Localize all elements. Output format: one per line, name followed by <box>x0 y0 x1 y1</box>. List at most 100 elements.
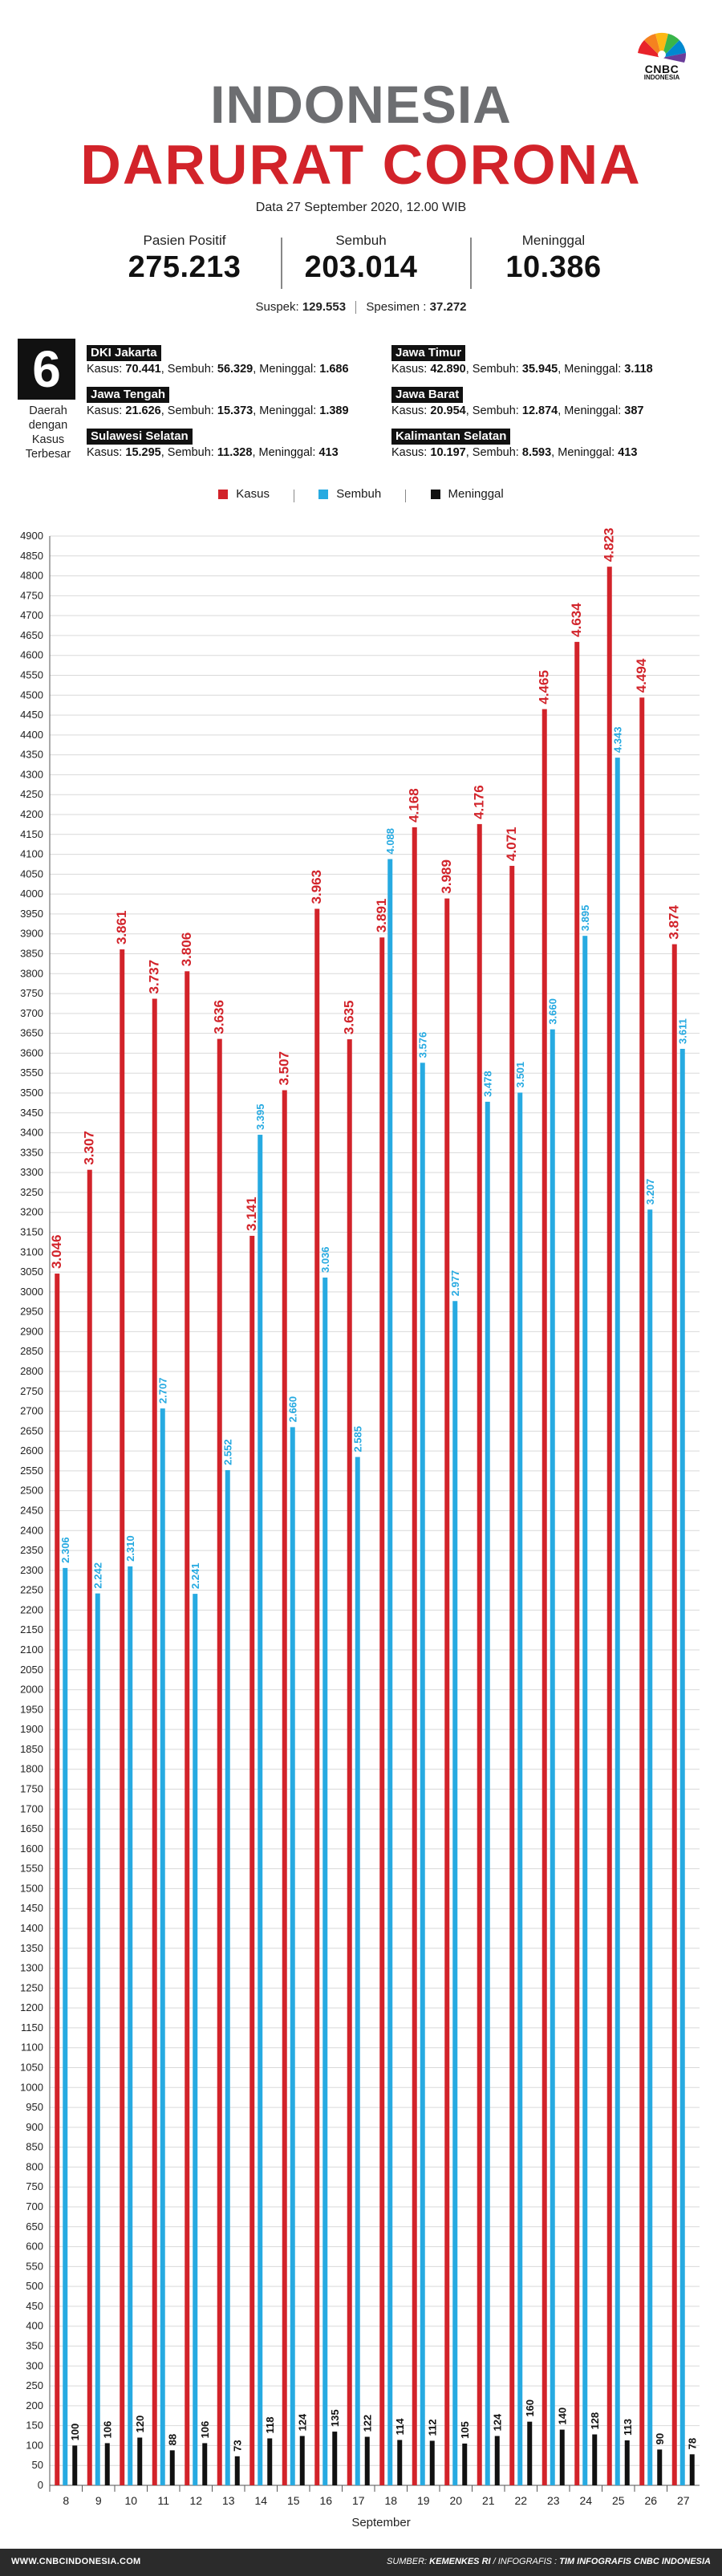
y-tick-label: 2450 <box>20 1505 43 1517</box>
y-tick-label: 1950 <box>20 1703 43 1715</box>
region-stats: Kasus: 70.441, Sembuh: 56.329, Meninggal… <box>87 363 349 376</box>
data-label: 73 <box>232 2440 244 2451</box>
data-label: 3.861 <box>114 911 129 945</box>
footer-credit: SUMBER: KEMENKES RI / INFOGRAFIS : TIM I… <box>386 2557 711 2566</box>
stat-label: Pasien Positif <box>143 233 226 248</box>
legend-swatch <box>318 489 329 499</box>
data-label: 90 <box>654 2433 666 2444</box>
data-label: 3.611 <box>677 1018 689 1044</box>
data-label: 3.576 <box>417 1032 429 1058</box>
y-tick-label: 3800 <box>20 967 43 979</box>
region-stats: Kasus: 42.890, Sembuh: 35.945, Meninggal… <box>391 363 653 376</box>
x-tick-label: 20 <box>449 2494 462 2507</box>
y-tick-label: 950 <box>26 2101 43 2113</box>
data-label: 122 <box>362 2415 374 2432</box>
bar-kasus <box>444 898 450 2485</box>
bar-meninggal <box>527 2421 533 2485</box>
divider <box>470 238 472 289</box>
bar-kasus <box>55 1274 60 2485</box>
y-tick-label: 250 <box>26 2379 43 2391</box>
stat-positif: Pasien Positif 275.213 <box>80 233 289 285</box>
legend-item-kasus: Kasus <box>218 487 270 501</box>
specimen-value: 37.272 <box>429 300 467 314</box>
data-label: 3.891 <box>374 899 389 933</box>
x-tick-label: 27 <box>677 2494 690 2507</box>
y-tick-label: 4350 <box>20 749 43 761</box>
y-tick-label: 2400 <box>20 1524 43 1536</box>
y-tick-label: 4000 <box>20 888 43 900</box>
data-label: 3.141 <box>244 1197 259 1231</box>
bar-meninggal <box>202 2443 208 2485</box>
y-tick-label: 1500 <box>20 1882 43 1894</box>
data-label: 140 <box>557 2407 569 2425</box>
data-label: 106 <box>102 2421 114 2439</box>
region-item: Jawa Timur Kasus: 42.890, Sembuh: 35.945… <box>391 345 696 377</box>
y-tick-label: 2000 <box>20 1684 43 1696</box>
data-label: 2.552 <box>222 1439 234 1465</box>
y-tick-label: 750 <box>26 2180 43 2192</box>
y-tick-label: 4800 <box>20 570 43 582</box>
y-tick-label: 4250 <box>20 788 43 800</box>
y-tick-label: 3700 <box>20 1007 43 1019</box>
divider <box>405 489 407 502</box>
y-tick-label: 650 <box>26 2220 43 2233</box>
bar-meninggal <box>364 2436 370 2485</box>
y-tick-label: 4650 <box>20 629 43 641</box>
region-name: Jawa Tengah <box>87 387 170 403</box>
bar-sembuh <box>160 1408 165 2485</box>
y-tick-label: 4200 <box>20 808 43 820</box>
data-label: 3.635 <box>342 1001 357 1035</box>
y-tick-label: 2500 <box>20 1485 43 1497</box>
y-tick-label: 2850 <box>20 1345 43 1357</box>
bar-kasus <box>412 827 417 2486</box>
bar-sembuh <box>387 859 393 2485</box>
y-tick-label: 1700 <box>20 1802 43 1814</box>
x-tick-label: 12 <box>189 2494 202 2507</box>
bar-sembuh <box>647 1209 653 2485</box>
data-label: 3.395 <box>254 1104 266 1131</box>
x-axis-label: September <box>351 2516 410 2529</box>
data-label: 124 <box>492 2413 504 2431</box>
y-tick-label: 3200 <box>20 1206 43 1218</box>
y-tick-label: 1150 <box>21 2021 43 2034</box>
region-item: DKI Jakarta Kasus: 70.441, Sembuh: 56.32… <box>87 345 391 377</box>
data-label: 114 <box>394 2418 406 2436</box>
data-label: 106 <box>199 2421 211 2439</box>
bar-sembuh <box>322 1278 328 2485</box>
y-tick-label: 1450 <box>20 1902 43 1914</box>
bar-meninggal <box>299 2436 305 2485</box>
bar-kasus <box>152 998 157 2485</box>
bar-meninggal <box>559 2429 565 2485</box>
y-tick-label: 100 <box>26 2439 43 2451</box>
y-tick-label: 200 <box>26 2399 43 2411</box>
y-tick-label: 4050 <box>20 867 43 880</box>
y-tick-label: 3500 <box>20 1087 43 1099</box>
bar-sembuh <box>258 1135 263 2485</box>
y-tick-label: 4700 <box>20 609 43 621</box>
y-tick-label: 4450 <box>20 709 43 721</box>
y-tick-label: 1400 <box>20 1922 43 1934</box>
data-label: 2.585 <box>352 1426 364 1453</box>
x-tick-label: 14 <box>254 2494 267 2507</box>
x-tick-label: 26 <box>644 2494 657 2507</box>
bar-sembuh <box>290 1427 295 2485</box>
y-tick-label: 4750 <box>20 589 43 601</box>
y-tick-label: 450 <box>26 2300 43 2312</box>
region-caption: Daerah dengan Kasus Terbesar <box>25 404 71 461</box>
x-tick-label: 15 <box>287 2494 300 2507</box>
data-label: 3.806 <box>179 932 194 967</box>
data-label: 124 <box>297 2413 309 2431</box>
stat-value: 10.386 <box>505 250 602 284</box>
y-tick-label: 1050 <box>20 2062 43 2074</box>
logo-subtext: INDONESIA <box>643 74 680 81</box>
bar-sembuh <box>193 1594 198 2485</box>
bar-kasus <box>542 709 547 2485</box>
divider <box>355 301 357 315</box>
bar-kasus <box>574 641 580 2486</box>
bar-sembuh <box>452 1301 458 2485</box>
data-label: 120 <box>134 2416 146 2433</box>
y-tick-label: 1600 <box>20 1843 43 1855</box>
region-item: Sulawesi Selatan Kasus: 15.295, Sembuh: … <box>87 429 391 461</box>
region-name: Kalimantan Selatan <box>391 429 511 445</box>
stat-label: Sembuh <box>335 233 387 248</box>
